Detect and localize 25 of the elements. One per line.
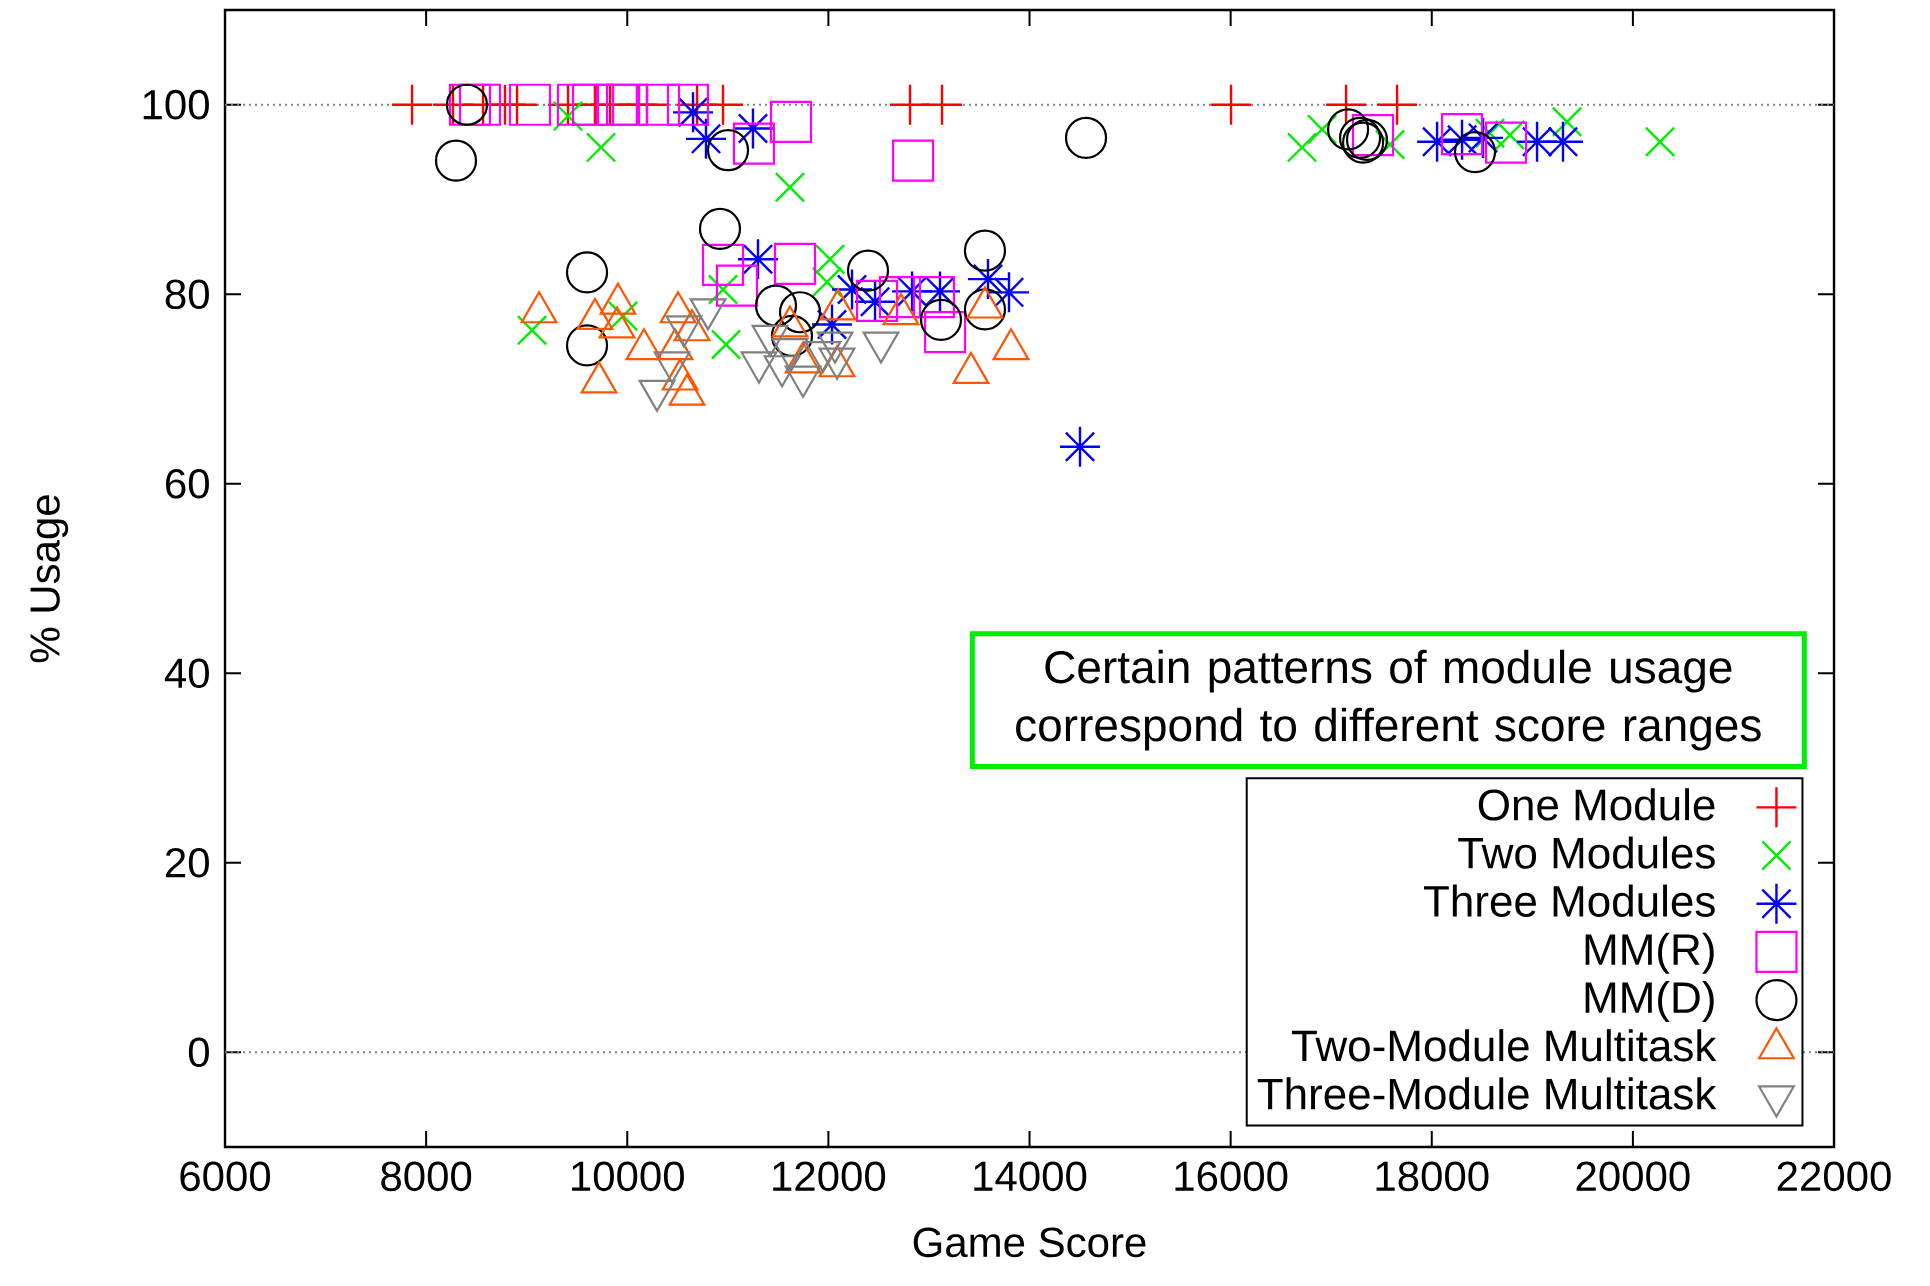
- legend-label: Two-Module Multitask: [1291, 1029, 1717, 1062]
- legend-label: MM(R): [1585, 932, 1714, 974]
- x-tick-label: 16000: [1175, 1161, 1288, 1192]
- y-tick-label: 80: [165, 279, 209, 310]
- y-tick-label: 0: [188, 1037, 209, 1068]
- legend-label: One Module: [1478, 788, 1715, 821]
- x-tick-label: 18000: [1376, 1161, 1489, 1192]
- x-tick-label: 10000: [572, 1161, 684, 1192]
- legend-label: Three Modules: [1423, 884, 1715, 917]
- x-tick-label: 6000: [180, 1161, 271, 1192]
- x-tick-label: 12000: [773, 1161, 886, 1192]
- legend-label: Three-Module Multitask: [1257, 1077, 1717, 1110]
- y-axis-title: % Usage: [30, 495, 69, 663]
- legend-label: Two Modules: [1458, 836, 1715, 869]
- y-tick-label: 20: [165, 847, 209, 878]
- x-axis-title: Game Score: [913, 1227, 1146, 1258]
- x-tick-label: 20000: [1576, 1161, 1690, 1192]
- legend-label: MM(D): [1585, 980, 1714, 1022]
- y-tick-label: 60: [166, 468, 209, 499]
- y-tick-label: 40: [164, 658, 209, 689]
- x-tick-label: 8000: [381, 1161, 472, 1192]
- annotation: Certain patterns of module usage correspond to different score ranges: [1016, 649, 1761, 751]
- y-tick-label: 100: [143, 89, 209, 120]
- x-tick-label: 22000: [1777, 1161, 1891, 1192]
- x-tick-label: 14000: [974, 1161, 1087, 1192]
